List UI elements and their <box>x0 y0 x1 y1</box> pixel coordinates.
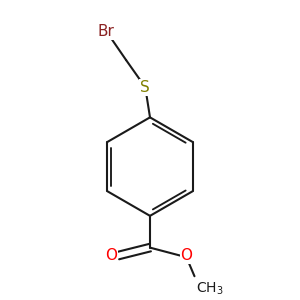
Text: O: O <box>105 248 117 263</box>
Text: Br: Br <box>97 24 114 39</box>
Text: O: O <box>181 248 193 263</box>
Text: CH$_3$: CH$_3$ <box>196 281 224 297</box>
Text: S: S <box>140 80 150 95</box>
